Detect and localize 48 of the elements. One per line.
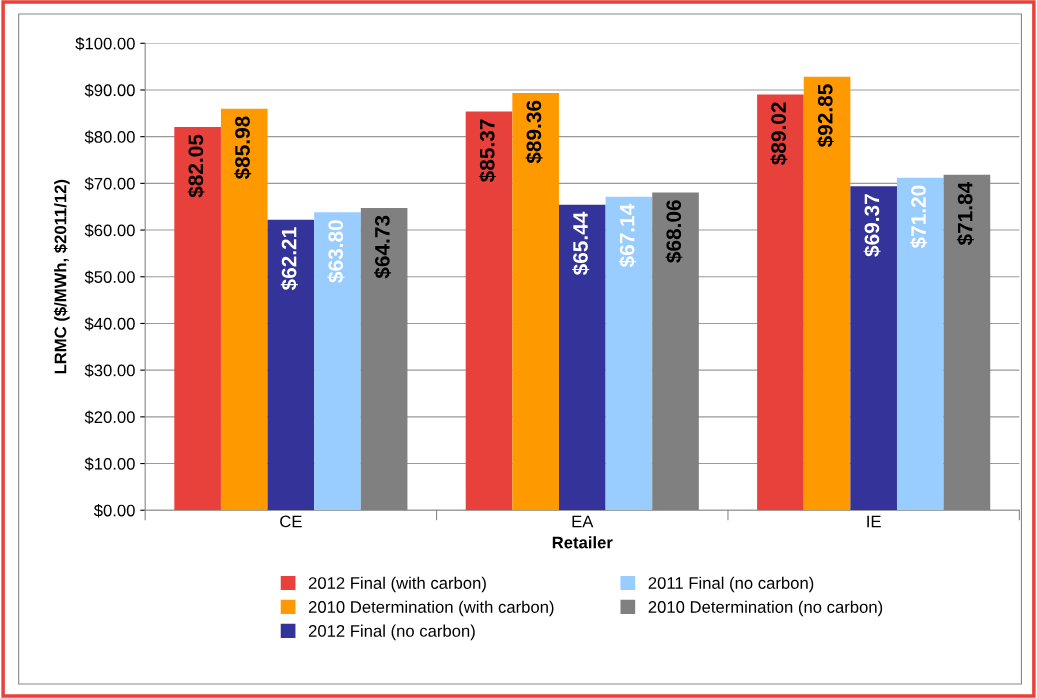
data-label: $89.36 <box>525 100 543 164</box>
y-tick-label: $50.00 <box>84 270 135 284</box>
bar <box>220 108 268 511</box>
bar <box>850 186 897 511</box>
y-tick-label: $30.00 <box>84 363 135 378</box>
y-tick-label: $90.00 <box>84 83 135 98</box>
data-label: $85.98 <box>234 116 252 180</box>
bar <box>896 177 944 511</box>
bar <box>803 76 851 511</box>
data-label: $85.37 <box>478 119 496 183</box>
legend-label: 2011 Final (no carbon) <box>648 576 814 593</box>
y-tick-label: $0.00 <box>93 503 135 518</box>
data-label: $68.06 <box>665 200 683 263</box>
data-label: $71.84 <box>956 181 974 246</box>
y-tick-label: $10.00 <box>84 457 135 471</box>
data-label: $67.14 <box>618 203 636 268</box>
y-tick-label: $100.00 <box>75 36 135 51</box>
bar <box>757 94 804 511</box>
legend-label: 2012 Final (with carbon) <box>308 576 486 593</box>
bar <box>558 204 606 511</box>
data-label: $63.80 <box>327 220 345 283</box>
data-label: $89.02 <box>770 102 788 165</box>
data-label: $71.20 <box>910 185 928 249</box>
bar <box>267 219 315 511</box>
data-label: $69.37 <box>863 194 881 257</box>
bar <box>605 196 653 511</box>
legend-label: 2010 Determination (with carbon) <box>308 600 554 617</box>
bar <box>314 212 361 511</box>
x-tick-label: IE <box>867 515 881 528</box>
bar <box>512 92 559 511</box>
data-label: $64.73 <box>374 215 392 279</box>
x-tick-label: EA <box>572 515 594 528</box>
y-tick-label: $60.00 <box>84 223 135 238</box>
legend-label: 2010 Determination (no carbon) <box>648 600 883 617</box>
bar <box>174 127 221 511</box>
x-tick-label: CE <box>280 515 302 528</box>
y-tick-label: $20.00 <box>84 410 135 425</box>
data-label: $92.85 <box>816 84 834 148</box>
y-axis-title: LRMC ($/MWh, $2011/12) <box>53 179 70 374</box>
x-axis-title: Retailer <box>552 536 613 549</box>
data-label: $62.21 <box>280 227 298 291</box>
legend-label: 2012 Final (no carbon) <box>308 624 475 641</box>
y-tick-label: $70.00 <box>84 177 135 191</box>
data-label: $65.44 <box>572 211 590 276</box>
data-label: $82.05 <box>187 134 205 198</box>
bar <box>465 111 513 511</box>
y-tick-label: $80.00 <box>84 130 135 144</box>
y-tick-label: $40.00 <box>84 317 135 331</box>
